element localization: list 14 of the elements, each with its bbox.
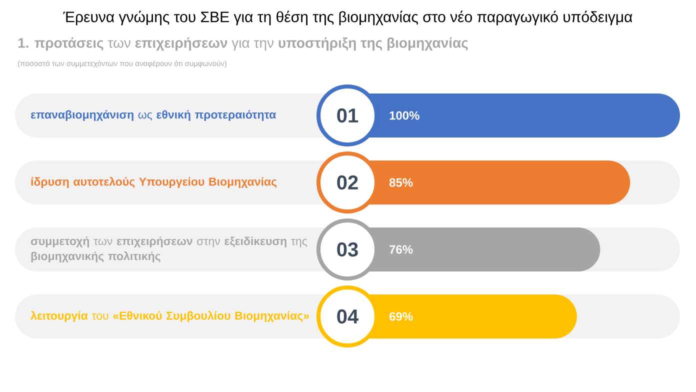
data-label: 76%	[390, 245, 413, 254]
y-tick-label: ίδρυση αυτοτελούς Υπουργείου Βιομηχανίας	[31, 177, 277, 188]
chart-title: Έρευνα γνώμης του ΣΒΕ για τη θέση της βιομηχανίας στο νέο παραγωγικό υπόδειγμα	[63, 10, 632, 26]
annotation: 01	[337, 108, 358, 123]
annotation: 02	[337, 175, 358, 190]
y-tick-label: επαναβιομηχάνιση ως εθνική προτεραιότητα	[30, 110, 276, 121]
data-label: 100%	[390, 111, 420, 120]
y-tick-label: λειτουργία του «Εθνικού Συμβουλίου Βιομηχανίας»	[30, 311, 309, 322]
data-label: 85%	[389, 178, 413, 187]
data-label: 69%	[389, 312, 413, 321]
annotation: 04	[337, 309, 359, 324]
category-label: συμμετοχή των επιχειρήσεων στην εξειδίκευση της βιομηχανικής πολιτικής	[30, 236, 308, 262]
annotation: 03	[337, 242, 358, 257]
chart-subtitle: 1. προτάσεις των επιχειρήσεων για την υποστήριξη της βιομηχανίας	[18, 37, 468, 51]
